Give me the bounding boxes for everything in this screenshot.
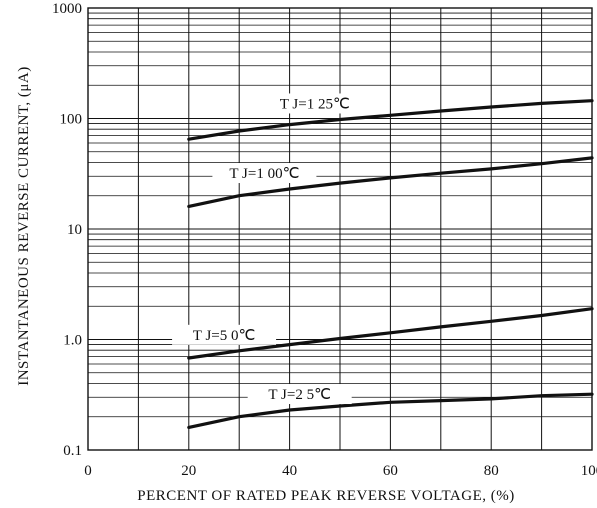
y-axis-title: INSTANTANEOUS REVERSE CURRENT, (μA): [16, 66, 32, 386]
series-label-group: T J=5 0℃: [172, 324, 277, 345]
series-curve: [187, 392, 594, 429]
series-curve: [187, 99, 594, 141]
series-label-background: [262, 93, 367, 114]
series-curve: [187, 156, 594, 208]
series-label-group: T J=1 25℃: [262, 93, 367, 114]
grid: [88, 8, 592, 450]
series-label-background: [212, 163, 317, 184]
plot-frame: [87, 7, 593, 451]
x-tick-label: 20: [181, 463, 196, 479]
x-tick-label: 100: [581, 463, 597, 479]
series-label-background: [247, 384, 352, 405]
x-tick-label: 80: [484, 463, 499, 479]
series-label: T J=5 0℃: [193, 328, 256, 344]
series-label: T J=2 5℃: [268, 387, 331, 403]
series-labels: T J=1 25℃ T J=1 00℃ T J=5 0℃ T J=2 5℃: [172, 93, 367, 405]
x-axis-title: PERCENT OF RATED PEAK REVERSE VOLTAGE, (…: [137, 488, 514, 504]
y-tick-label: 0.1: [63, 443, 82, 459]
x-tick-label: 60: [383, 463, 398, 479]
series-label-background: [172, 324, 277, 345]
series-label: T J=1 25℃: [280, 96, 350, 112]
tick-labels: 0 20 40 60 80 100 0.1 1.0 10 100 1000: [52, 1, 597, 479]
y-tick-label: 100: [60, 112, 83, 128]
series-curve: [187, 307, 594, 360]
x-tick-label: 40: [282, 463, 297, 479]
series-label-group: T J=2 5℃: [247, 384, 352, 405]
y-tick-label: 10: [67, 222, 82, 238]
x-tick-label: 0: [84, 463, 92, 479]
y-tick-label: 1.0: [63, 333, 82, 349]
series-curves: [187, 99, 594, 429]
series-label: T J=1 00℃: [229, 166, 299, 182]
y-tick-label: 1000: [52, 1, 82, 17]
series-label-group: T J=1 00℃: [212, 163, 317, 184]
